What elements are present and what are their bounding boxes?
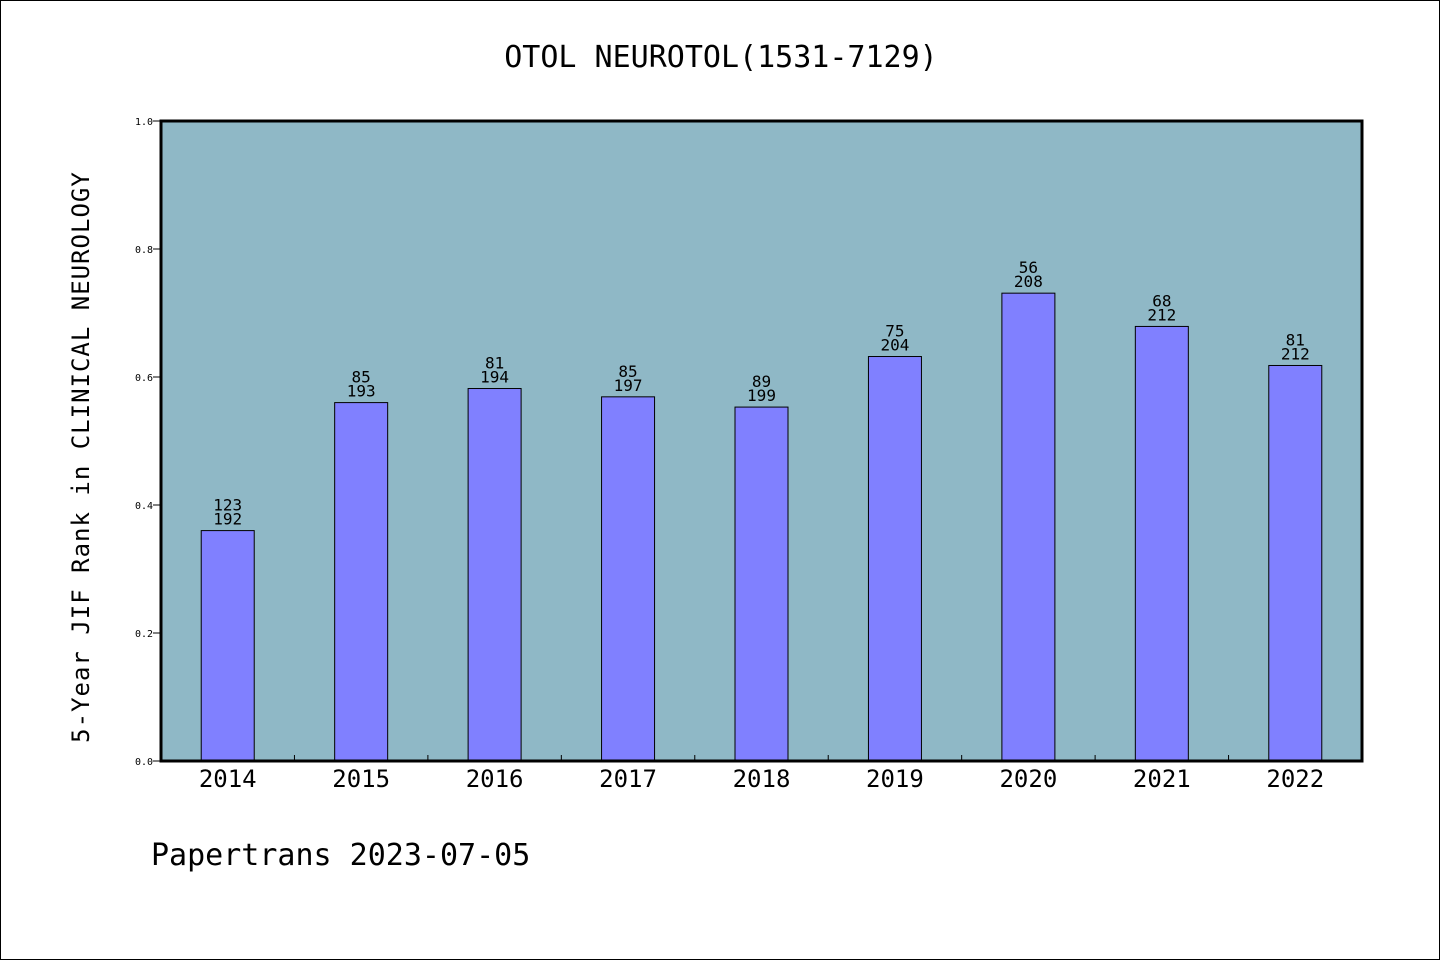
y-tick-label: 0.2 bbox=[135, 629, 153, 640]
bar-rank-label: 81 bbox=[1286, 330, 1305, 349]
y-tick-label: 1.0 bbox=[135, 117, 153, 128]
x-tick-label: 2018 bbox=[733, 765, 791, 793]
bar-total-label: 199 bbox=[747, 386, 776, 405]
x-tick-label: 2017 bbox=[599, 765, 657, 793]
bar-total-label: 194 bbox=[480, 368, 509, 387]
x-tick-label: 2016 bbox=[466, 765, 524, 793]
bar-2018 bbox=[734, 406, 789, 762]
bar-rank-label: 85 bbox=[352, 368, 371, 387]
bar-2015 bbox=[334, 402, 389, 762]
y-tick-label: 0.8 bbox=[135, 245, 153, 256]
y-axis-label: 5-Year JIF Rank in CLINICAL NEUROLOGY bbox=[67, 171, 95, 743]
bar-2020 bbox=[1001, 292, 1056, 762]
bar-2014 bbox=[200, 530, 255, 762]
bar-total-label: 212 bbox=[1281, 344, 1310, 363]
bar-2016 bbox=[467, 388, 522, 762]
bar-rank-label: 75 bbox=[885, 322, 904, 341]
x-axis-ticks: 2014 2015 2016 2017 2018 2019 2020 2021 2022 bbox=[199, 755, 1324, 793]
chart-title: OTOL NEUROTOL(1531-7129) bbox=[504, 40, 937, 75]
x-tick-label: 2014 bbox=[199, 765, 257, 793]
footer-credit: Papertrans 2023-07-05 bbox=[151, 838, 530, 873]
bar-total-label: 208 bbox=[1014, 272, 1043, 291]
bar-rank-label: 68 bbox=[1152, 291, 1171, 310]
y-tick-label: 0.0 bbox=[135, 757, 153, 768]
bar-2021 bbox=[1134, 325, 1189, 762]
bar-total-label: 204 bbox=[880, 336, 909, 355]
y-axis-ticks: 0.0 0.2 0.4 0.6 0.8 1.0 bbox=[135, 117, 161, 768]
y-tick-label: 0.4 bbox=[135, 501, 153, 512]
bar-total-label: 197 bbox=[614, 376, 643, 395]
bar-rank-label: 85 bbox=[618, 362, 637, 381]
bar-rank-label: 123 bbox=[213, 496, 242, 515]
bar-2019 bbox=[867, 356, 922, 762]
x-tick-label: 2015 bbox=[332, 765, 390, 793]
bar-rank-label: 81 bbox=[485, 354, 504, 373]
x-tick-label: 2022 bbox=[1266, 765, 1324, 793]
x-tick-label: 2021 bbox=[1133, 765, 1191, 793]
bar-rank-label: 56 bbox=[1019, 258, 1038, 277]
bar-total-label: 193 bbox=[347, 382, 376, 401]
bar-2017 bbox=[601, 396, 656, 762]
bar-rank-label: 89 bbox=[752, 372, 771, 391]
bar-total-label: 212 bbox=[1147, 305, 1176, 324]
bar-2022 bbox=[1268, 364, 1323, 762]
x-tick-label: 2020 bbox=[999, 765, 1057, 793]
y-tick-label: 0.6 bbox=[135, 373, 153, 384]
plot-border bbox=[159, 119, 1364, 763]
x-tick-label: 2019 bbox=[866, 765, 924, 793]
bar-total-label: 192 bbox=[213, 510, 242, 529]
